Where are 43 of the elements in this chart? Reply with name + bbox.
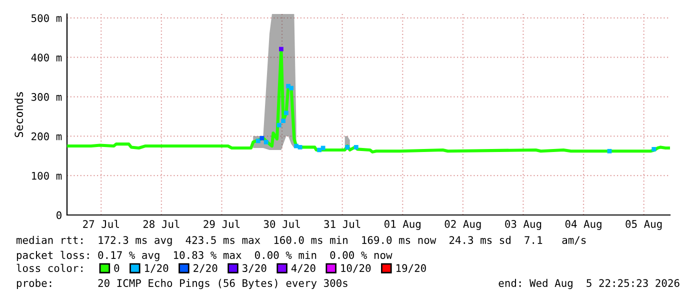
y-tick-label: 400 m: [31, 54, 62, 62]
y-tick-label: 500 m: [32, 14, 62, 22]
legend-label: 19/20: [396, 264, 426, 273]
point: [320, 146, 326, 150]
point: [260, 136, 264, 140]
text: end: Wed Aug 5 22:25:23 2026: [498, 278, 680, 290]
legend-label: 2/20: [194, 264, 218, 273]
legend-label: 10/20: [341, 264, 371, 273]
legend-label: 3/20: [242, 264, 266, 273]
x-tick-label: 03 Aug: [505, 220, 542, 230]
point: [289, 86, 294, 90]
legend-label: 4/20: [291, 264, 316, 273]
text: median rtt: 172.3 ms avg 423.5 ms max 160.0 ms min 169.0 ms now 24.3 ms sd 7.1 am/s: [16, 236, 586, 246]
point: [354, 145, 358, 150]
y-tick-label: 300 m: [31, 93, 62, 101]
point: [281, 118, 286, 123]
text: packet loss: 0.17 % avg 10.83 % max 0.00 % min 0.00 % now: [16, 250, 392, 262]
point: [607, 148, 612, 154]
x-tick-label: 01 Aug: [384, 220, 420, 230]
point: [298, 145, 302, 150]
x-tick-label: 31 Jul: [324, 220, 360, 228]
x-tick-label: 05 Aug: [626, 220, 662, 230]
point: [256, 138, 260, 144]
point: [652, 146, 656, 152]
legend-title: loss color:: [16, 264, 82, 272]
x-tick-label: 29 Jul: [204, 220, 240, 228]
point: [278, 46, 284, 52]
x-tick-label: 04 Aug: [565, 220, 602, 230]
legend-label: 1/20: [145, 264, 168, 273]
y-axis-title: Seconds: [14, 92, 24, 138]
y-tick-label: 0: [56, 211, 62, 220]
y-tick-label: 200 m: [32, 132, 62, 140]
point: [345, 145, 350, 150]
point: [264, 140, 268, 144]
x-tick-label: 27 Jul: [83, 220, 119, 228]
x-tick-label: 28 Jul: [143, 220, 180, 228]
point: [276, 122, 282, 128]
x-tick-label: 30 Jul: [264, 220, 300, 228]
x-tick-label: 02 Aug: [444, 220, 481, 230]
point: [284, 110, 288, 116]
legend-label: 0: [114, 264, 120, 272]
text: probe: 20 ICMP Echo Pings (56 Bytes) every 300s: [16, 278, 348, 290]
y-tick-label: 100 m: [32, 172, 62, 180]
